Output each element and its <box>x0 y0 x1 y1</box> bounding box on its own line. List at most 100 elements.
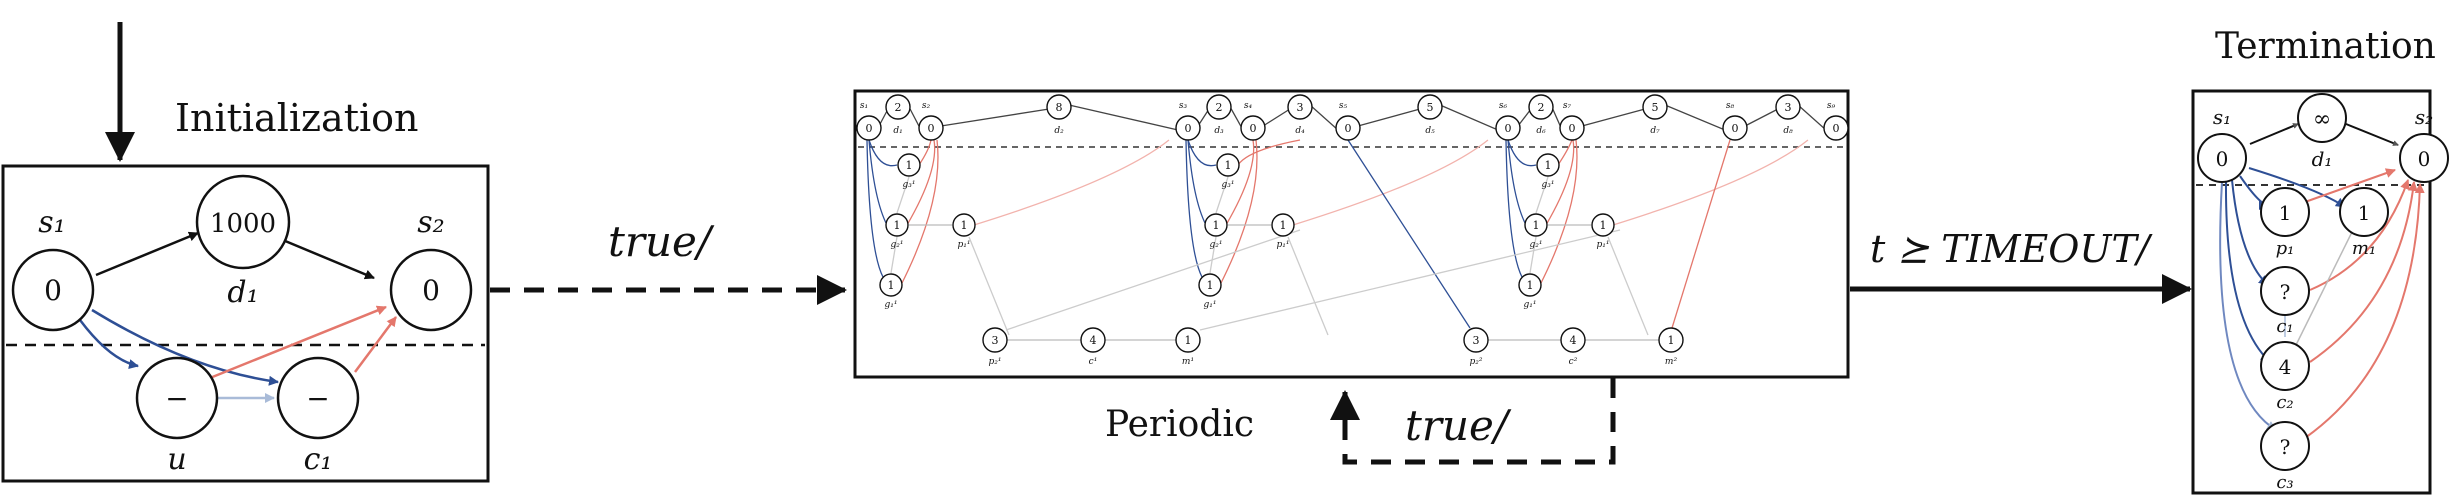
periodic-inner-node-value: 1 <box>1533 219 1540 232</box>
periodic-top-label: s₁ <box>860 101 868 111</box>
periodic-top-node-value: 0 <box>928 122 935 135</box>
edge-term-p1-s2 <box>2304 168 2396 203</box>
periodic-top-label: d₇ <box>1650 126 1660 136</box>
term-node-c1 <box>2260 266 2310 316</box>
periodic-inner-node <box>897 153 921 177</box>
periodic-edge-blue <box>1507 139 1537 167</box>
edge-term-c2-s2 <box>2309 181 2418 363</box>
node-d1-value: 1000 <box>210 209 276 239</box>
periodic-edge-red-light <box>1612 139 1809 226</box>
periodic-edge-blue <box>1185 139 1203 278</box>
periodic-top-node-value: 0 <box>1732 122 1739 135</box>
periodic-top-node-value: 0 <box>1345 122 1352 135</box>
periodic-edge-gray <box>1215 176 1229 214</box>
periodic-top-label: d₈ <box>1783 126 1793 136</box>
periodic-edge-gray <box>1535 176 1549 214</box>
periodic-top-node <box>1417 94 1443 120</box>
periodic-top-node-value: 0 <box>1185 122 1192 135</box>
periodic-top-edge <box>1197 108 1210 127</box>
periodic-inner-label: g₂¹ <box>1210 240 1223 250</box>
periodic-edge-red <box>1219 139 1258 286</box>
transition-init-periodic-label: true/ <box>608 217 715 266</box>
node-s1-label: s₁ <box>38 205 65 240</box>
node-s2-label: s₂ <box>417 205 444 240</box>
periodic-inner-node <box>1536 153 1560 177</box>
periodic-bottom-node <box>1080 327 1106 353</box>
periodic-edge-gray <box>1607 236 1649 336</box>
periodic-top-node-value: 0 <box>1250 122 1257 135</box>
periodic-edge-blue <box>1187 139 1217 167</box>
node-c1-label: c₁ <box>304 442 333 477</box>
periodic-bottom-node <box>1463 327 1489 353</box>
term-node-c2 <box>2260 341 2310 391</box>
periodic-edge-red <box>918 139 932 166</box>
periodic-inner-label: g₃¹ <box>1542 180 1555 190</box>
periodic-inner-node-value: 1 <box>888 279 895 292</box>
node-u-label: u <box>167 442 186 477</box>
periodic-edge-red <box>1545 139 1575 226</box>
node-s1-value: 0 <box>44 274 62 307</box>
periodic-inner-label: g₃¹ <box>903 180 916 190</box>
node-s2 <box>389 248 473 332</box>
periodic-top-node-value: 0 <box>1569 122 1576 135</box>
periodic-inner-label: p₁¹ <box>1277 240 1290 250</box>
periodic-bottom-node <box>1560 327 1586 353</box>
periodic-top-edge <box>1581 108 1646 127</box>
periodic-inner-node <box>1204 213 1228 237</box>
edge-s1-u <box>79 319 139 369</box>
periodic-top-edge <box>1262 108 1291 127</box>
periodic-top-node <box>1046 94 1072 120</box>
term-node-p1-label: p₁ <box>2276 238 2295 259</box>
node-s2-value: 0 <box>422 274 440 307</box>
periodic-edge-blue <box>868 139 888 226</box>
periodic-edge-gray <box>890 236 898 274</box>
term-node-c3-value: ? <box>2280 435 2291 459</box>
termination-panel: Termination 0 s₁ ∞ d₁ 0 s₂ 1 p₁ 1 m₁ <box>2191 26 2449 495</box>
periodic-top-node-value: 5 <box>1427 101 1434 114</box>
periodic-top-label: s₈ <box>1726 101 1735 111</box>
edge-term-c1-s2 <box>2309 179 2410 291</box>
periodic-top-edge <box>1068 104 1179 131</box>
term-node-m1-label: m₁ <box>2352 238 2376 259</box>
periodic-top-node-value: 2 <box>895 101 902 114</box>
periodic-edge-red <box>1539 139 1578 286</box>
periodic-edge-red <box>900 139 939 286</box>
periodic-panel: 0 2 0 8 0 2 0 3 0 5 0 2 0 5 0 3 0 s₁ d₁ s₂ d₂ s₃ d₃ s₄ d₄ s₅ d₅ s₆ d… <box>853 89 1850 445</box>
node-d1-label: d₁ <box>227 275 258 310</box>
periodic-top-node <box>918 115 944 141</box>
term-node-c1-label: c₁ <box>2276 316 2293 337</box>
periodic-bottom-node-value: 1 <box>1185 334 1192 347</box>
periodic-inner-node <box>1216 153 1240 177</box>
periodic-bottom-node-value: 1 <box>1668 334 1675 347</box>
periodic-top-edge <box>1664 104 1726 131</box>
node-d1 <box>195 174 291 270</box>
term-node-p1 <box>2260 187 2310 237</box>
periodic-edge-blue <box>868 139 898 167</box>
periodic-top-node <box>1495 115 1521 141</box>
periodic-top-label: s₉ <box>1827 101 1836 111</box>
edge-s1-d1 <box>95 231 199 277</box>
periodic-inner-node <box>1524 213 1548 237</box>
edge-term-s1-c1 <box>2231 179 2269 286</box>
periodic-bottom-node-value: 3 <box>992 334 999 347</box>
periodic-edge-gray <box>896 176 910 214</box>
edge-c1-s2 <box>353 316 398 373</box>
edge-u-s2 <box>204 305 387 382</box>
node-s1 <box>11 248 95 332</box>
node-c1 <box>276 356 360 440</box>
periodic-edge-red <box>1557 139 1573 166</box>
edge-term-s1-m1 <box>2248 167 2346 208</box>
periodic-bottom-node <box>982 327 1008 353</box>
term-node-c3-label: c₃ <box>2276 472 2293 493</box>
edge-term-s1-d1 <box>2249 123 2299 145</box>
term-node-m1-value: 1 <box>2358 201 2371 225</box>
periodic-bottom-node-value: 4 <box>1090 334 1097 347</box>
edge-term-s1-c2 <box>2224 181 2271 363</box>
periodic-top-node-value: 8 <box>1056 101 1063 114</box>
periodic-top-node-value: 5 <box>1652 101 1659 114</box>
periodic-top-label: s₃ <box>1179 101 1188 111</box>
periodic-bottom-label: c² <box>1569 357 1578 367</box>
term-node-m1 <box>2339 187 2389 237</box>
term-node-c2-value: 4 <box>2279 355 2292 379</box>
